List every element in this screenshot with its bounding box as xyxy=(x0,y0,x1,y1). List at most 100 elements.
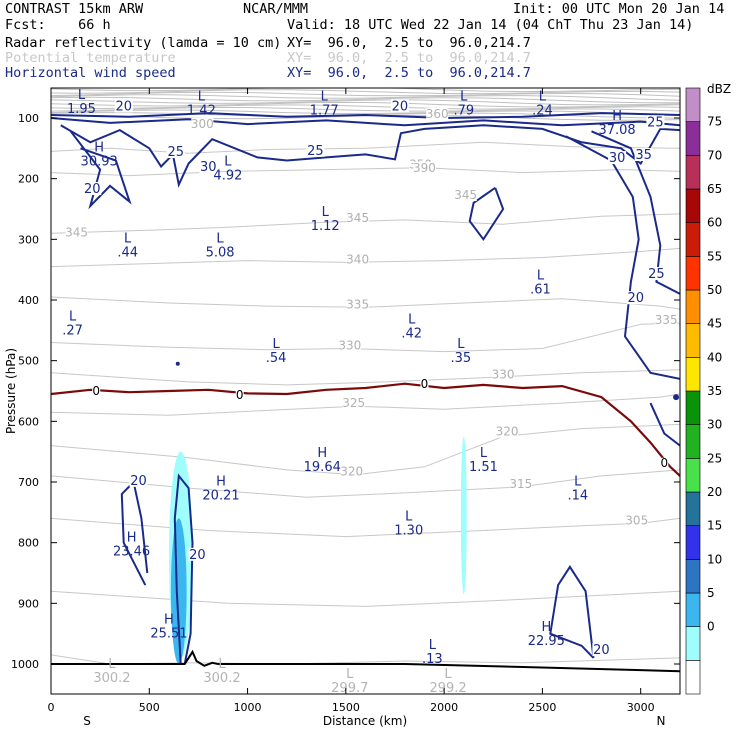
low-marker: L xyxy=(224,155,232,170)
extremum-value: .42 xyxy=(401,326,422,341)
extremum-value: 1.95 xyxy=(67,102,96,117)
y-tick-label: 800 xyxy=(18,537,39,550)
theta-isoline xyxy=(51,423,680,476)
theta-label-bg xyxy=(655,314,678,327)
wind-isotach xyxy=(173,473,194,665)
high-marker: H xyxy=(164,613,174,628)
theta-label-bg xyxy=(496,425,519,438)
field-wind-name: Horizontal wind speed xyxy=(5,65,176,81)
theta-isoline xyxy=(51,296,680,310)
wind-isotach xyxy=(60,124,680,188)
extremum-value: 37.08 xyxy=(598,123,635,138)
init-time: Init: 00 UTC Mon 20 Jan 14 xyxy=(513,1,725,17)
wind-label-bg xyxy=(306,143,325,157)
org-label: NCAR/MMM xyxy=(243,1,309,17)
colorbar-tick-label: 75 xyxy=(707,115,722,129)
wind-label-bg xyxy=(129,473,148,487)
wind-label: 25 xyxy=(648,267,665,282)
theta-label-bg xyxy=(413,161,436,174)
colorbar-swatch xyxy=(685,660,701,695)
theta-label: 330 xyxy=(492,368,515,382)
x-tick-label: 2500 xyxy=(528,701,556,714)
plot-frame xyxy=(50,87,681,695)
theta-label: 345 xyxy=(346,211,369,225)
colorbar-tick-label: 5 xyxy=(707,586,715,600)
colorbar-tick-label: 50 xyxy=(707,283,722,297)
theta-isoline-upper xyxy=(51,89,680,95)
colorbar-swatch xyxy=(685,357,701,392)
theta-label-bg xyxy=(346,298,369,311)
low-marker: L xyxy=(272,337,280,352)
wind-isotach xyxy=(69,130,132,210)
colorbar-tick-label: 10 xyxy=(707,552,722,566)
refl-band-5dbz xyxy=(460,436,467,595)
wind-label: 20 xyxy=(628,291,645,306)
x-tick-label: 500 xyxy=(139,701,160,714)
colorbar-swatch xyxy=(685,390,701,425)
wind-isotach xyxy=(565,135,680,380)
wind-label: 25 xyxy=(307,144,324,159)
low-marker: L xyxy=(322,205,330,220)
extremum-value: .61 xyxy=(530,283,551,298)
low-marker: L xyxy=(537,269,545,284)
low-marker: L xyxy=(124,232,132,247)
extremum-value: 20.21 xyxy=(202,488,239,503)
wind-isotach xyxy=(51,112,680,120)
colorbar-swatch xyxy=(685,592,701,627)
wind-isotach xyxy=(549,565,595,659)
theta-isoline-upper xyxy=(51,104,680,110)
low-marker: L xyxy=(405,509,413,524)
wind-label: 30 xyxy=(200,160,217,175)
theta-label-bg xyxy=(340,465,363,478)
extremum-value: 4.92 xyxy=(213,169,242,184)
colorbar-tick-label: 25 xyxy=(707,451,722,465)
high-marker: H xyxy=(541,620,551,635)
zero-label-bg xyxy=(420,378,429,389)
colorbar-tick-label: 65 xyxy=(707,182,722,196)
wind-label: 20 xyxy=(593,643,610,658)
colorbar-swatch xyxy=(685,188,701,223)
y-tick-label: 1000 xyxy=(11,658,39,671)
low-marker: L xyxy=(460,90,468,105)
wind-isotach xyxy=(468,186,505,242)
field-reflectivity-name: Radar reflectivity (lamda = 10 cm) xyxy=(5,35,282,51)
y-tick-label: 100 xyxy=(18,112,39,125)
colorbar-swatch xyxy=(685,256,701,291)
low-marker: L xyxy=(216,232,224,247)
x-tick-label: 0 xyxy=(48,701,55,714)
wind-label: 25 xyxy=(168,145,185,160)
colorbar-tick-label: 55 xyxy=(707,249,722,263)
theta-label-bg xyxy=(191,118,214,131)
zero-isotherm: 0 0 0 0 xyxy=(51,377,680,477)
extremum-value: .27 xyxy=(62,323,83,338)
extremum-value: 25.51 xyxy=(150,627,187,642)
low-marker: L xyxy=(69,309,77,324)
theta-isoline-upper xyxy=(51,91,680,97)
colorbar-tick-label: 15 xyxy=(707,519,722,533)
theta-isoline xyxy=(51,167,680,177)
theta-label-bg xyxy=(346,253,369,266)
colorbar-tick-label: 35 xyxy=(707,384,722,398)
colorbar-unit: dBZ xyxy=(707,82,731,96)
extremum-value: 1.12 xyxy=(311,219,340,234)
colorbar-swatch xyxy=(685,525,701,560)
extremum-value: 22.95 xyxy=(528,634,565,649)
extremum-value: 299.7 xyxy=(331,681,368,696)
theta-label-bg xyxy=(492,368,515,381)
section-end-label: N xyxy=(657,714,666,728)
axes: 0 500 1000 1500 2000 2500 30001002003004005006… xyxy=(4,88,680,728)
low-marker: L xyxy=(480,446,488,461)
extremum-value: .44 xyxy=(117,246,138,261)
zero-isotherm-label: 0 xyxy=(660,456,668,470)
y-tick-label: 700 xyxy=(18,476,39,489)
wind-isotach xyxy=(649,402,680,447)
y-tick-label: 300 xyxy=(18,233,39,246)
y-tick-label: 500 xyxy=(18,355,39,368)
low-marker: L xyxy=(408,312,416,327)
colorbar-tick-label: 30 xyxy=(707,418,722,432)
theta-isoline xyxy=(51,322,680,353)
colorbar-swatch xyxy=(685,491,701,526)
theta-label: 360 xyxy=(426,107,449,121)
wind-label-bg xyxy=(626,291,645,305)
theta-isoline-upper xyxy=(51,94,680,101)
